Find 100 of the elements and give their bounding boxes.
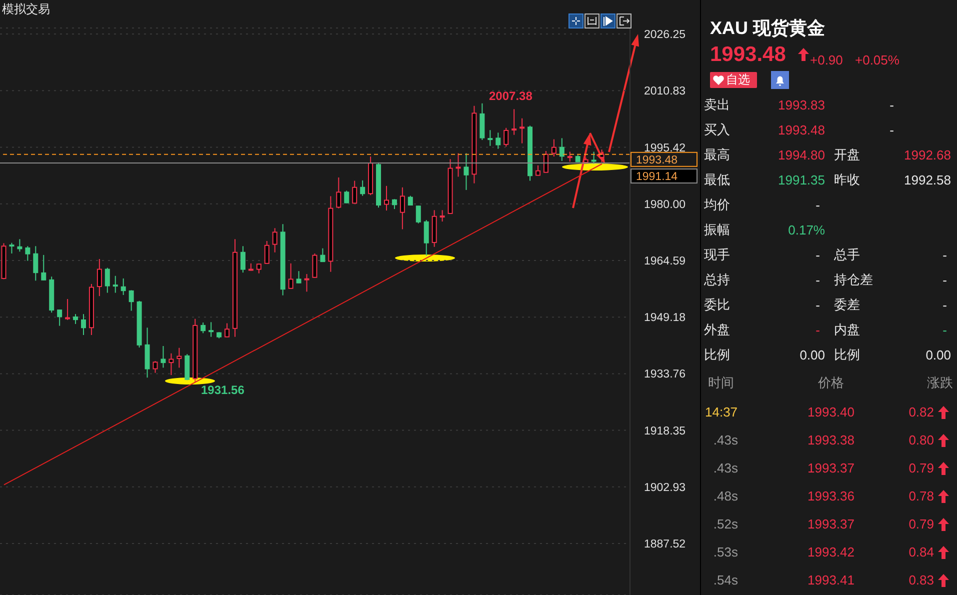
candlestick: [312, 252, 318, 278]
candlestick: [200, 322, 206, 334]
text: XAU 现货黄金: [710, 17, 826, 40]
text: 0.78: [908, 488, 934, 504]
text: 1993.48: [778, 122, 825, 138]
text: .52s: [713, 516, 738, 532]
text: 买入: [704, 121, 730, 139]
annotation: 2007.38: [489, 89, 532, 103]
text: 内盘: [834, 321, 860, 339]
candlestick: [104, 267, 110, 294]
text: 持仓差: [834, 271, 873, 289]
candlestick: [33, 246, 38, 282]
text: 1993.48: [710, 43, 786, 67]
text: 14:37: [705, 404, 738, 420]
text: .54s: [713, 572, 738, 588]
text: 外盘: [704, 321, 730, 339]
text: 0.82: [908, 404, 934, 420]
candlestick: [360, 180, 366, 196]
text: 1994.80: [778, 148, 825, 162]
candlestick: [392, 198, 397, 210]
candlestick: [120, 278, 126, 296]
text: -: [816, 272, 820, 288]
y-tick-label: 1933.76: [644, 368, 686, 381]
candlestick: [184, 354, 190, 381]
annotation: 1931.56: [201, 383, 244, 397]
text: -: [942, 272, 947, 288]
text: -: [942, 298, 947, 312]
candlestick: [168, 352, 174, 376]
candlestick: [551, 138, 556, 158]
candlestick: [535, 164, 540, 176]
text: .48s: [713, 488, 738, 504]
y-tick-label: 1918.35: [644, 425, 686, 438]
text: 时间: [708, 374, 734, 392]
candlestick: [416, 205, 421, 224]
candlestick: [160, 346, 166, 368]
text: 0.00: [800, 348, 825, 362]
text: 比例: [834, 346, 860, 364]
candlestick: [65, 298, 70, 320]
text: 1993.42: [808, 544, 854, 560]
text: 1991.35: [778, 172, 825, 188]
text: -: [816, 322, 820, 338]
candlestick: [567, 151, 572, 162]
candlestick: [152, 360, 158, 374]
candlestick: [96, 258, 102, 297]
text: 开盘: [834, 146, 860, 164]
text: -: [942, 248, 947, 262]
text: 1993.37: [808, 460, 854, 476]
text: 现手: [704, 246, 730, 264]
text: -: [816, 248, 820, 262]
candlestick: [296, 270, 302, 284]
text: 0.79: [908, 516, 934, 532]
candlestick: [17, 238, 22, 252]
text: 1993.83: [778, 98, 825, 112]
candlestick: [352, 180, 358, 204]
candlestick: [599, 149, 604, 163]
y-tick-label: 1980.00: [644, 198, 686, 211]
ref-line-label: 1993.48: [636, 154, 678, 166]
text: 1993.41: [808, 572, 854, 588]
text: 卖出: [704, 96, 730, 114]
y-tick-label: 1964.59: [644, 255, 686, 268]
text: 委差: [834, 296, 860, 314]
candlestick: [440, 210, 445, 222]
text: 1992.68: [904, 148, 951, 162]
y-tick-label: 2010.83: [644, 86, 686, 98]
y-tick-label: 1902.93: [644, 482, 686, 494]
ref-line-label: 1991.14: [636, 170, 678, 183]
text: 0.79: [908, 460, 934, 476]
candlestick: [408, 195, 413, 206]
candlestick: [456, 152, 461, 178]
candlestick: [288, 262, 294, 290]
text: 总手: [834, 246, 860, 264]
candlestick: [73, 314, 78, 324]
text: -: [816, 298, 820, 312]
candlestick: [424, 220, 429, 256]
candlestick: [112, 275, 118, 294]
candlestick: [57, 309, 62, 326]
candlestick: [488, 130, 493, 146]
text: .43s: [713, 432, 738, 448]
candlestick: [224, 322, 230, 338]
candlestick: [256, 263, 262, 274]
candlestick: [144, 327, 150, 378]
text: 昨收: [834, 171, 860, 189]
candlestick: [336, 176, 342, 209]
candlestick: [272, 228, 278, 253]
text: 总持: [704, 271, 730, 289]
text: 0.00: [926, 348, 951, 362]
text: +0.05%: [855, 52, 900, 68]
candlestick: [176, 347, 182, 368]
text: 价格: [818, 374, 844, 392]
candlestick: [496, 132, 501, 150]
text: 最低: [704, 171, 730, 189]
candlestick: [464, 152, 469, 190]
text: 自选: [726, 72, 750, 88]
candlestick: [520, 118, 525, 144]
y-tick-label: 1887.52: [644, 538, 686, 551]
candlestick: [400, 186, 405, 230]
candlestick: [512, 108, 517, 136]
text: -: [942, 322, 947, 338]
text: 比例: [704, 346, 730, 364]
text: 1993.36: [808, 488, 854, 504]
